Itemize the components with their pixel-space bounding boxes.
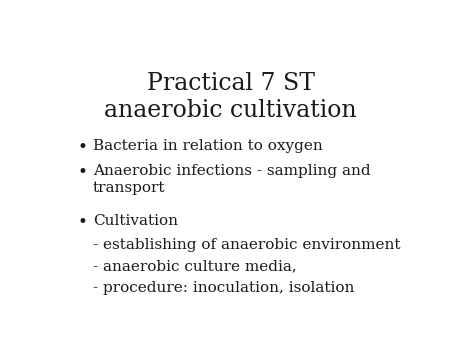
Text: Bacteria in relation to oxygen: Bacteria in relation to oxygen	[93, 140, 323, 153]
Text: Cultivation: Cultivation	[93, 214, 178, 227]
Text: •: •	[77, 214, 87, 231]
Text: •: •	[77, 140, 87, 156]
Text: •: •	[77, 164, 87, 181]
Text: - establishing of anaerobic environment: - establishing of anaerobic environment	[93, 238, 400, 252]
Text: Anaerobic infections - sampling and
transport: Anaerobic infections - sampling and tran…	[93, 164, 370, 195]
Text: - procedure: inoculation, isolation: - procedure: inoculation, isolation	[93, 281, 354, 295]
Text: - anaerobic culture media,: - anaerobic culture media,	[93, 260, 297, 274]
Text: Practical 7 ST
anaerobic cultivation: Practical 7 ST anaerobic cultivation	[104, 72, 357, 122]
